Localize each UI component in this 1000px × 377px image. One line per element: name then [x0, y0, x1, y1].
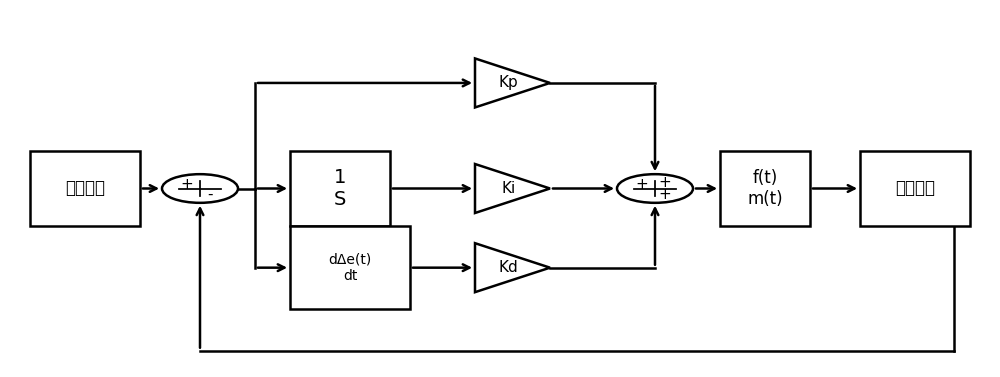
Text: +: +	[180, 178, 193, 192]
Circle shape	[162, 174, 238, 203]
Bar	[30, 151, 140, 226]
Text: Kd: Kd	[499, 260, 519, 275]
Text: 房间温度: 房间温度	[895, 179, 935, 198]
Text: -: -	[207, 187, 212, 202]
Polygon shape	[475, 58, 550, 107]
Bar	[290, 226, 410, 309]
Text: +: +	[658, 175, 671, 190]
Polygon shape	[475, 243, 550, 292]
Text: +: +	[658, 187, 671, 202]
Text: dΔe(t)
dt: dΔe(t) dt	[328, 253, 372, 283]
Text: +: +	[635, 178, 648, 192]
Bar	[860, 151, 970, 226]
Text: 设定温度: 设定温度	[65, 179, 105, 198]
Text: f(t)
m(t): f(t) m(t)	[747, 169, 783, 208]
Text: Ki: Ki	[502, 181, 516, 196]
Bar	[290, 151, 390, 226]
Polygon shape	[475, 164, 550, 213]
Text: 1
S: 1 S	[334, 168, 346, 209]
Text: Kp: Kp	[499, 75, 519, 90]
Bar	[720, 151, 810, 226]
Circle shape	[617, 174, 693, 203]
